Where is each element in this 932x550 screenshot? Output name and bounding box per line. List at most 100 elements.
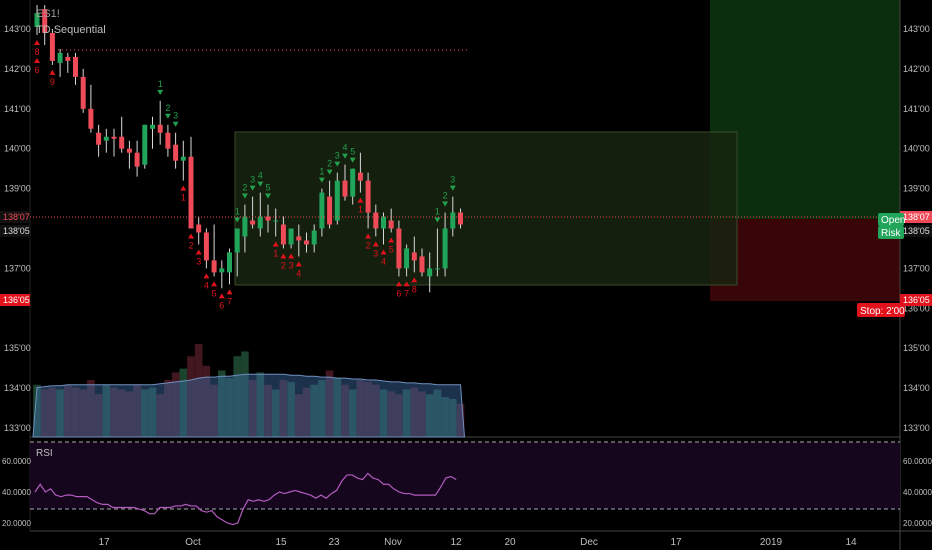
volume-bar — [271, 389, 280, 437]
time-axis[interactable]: 17 Oct 15 23 Nov 12 20 Dec 17 2019 14 — [98, 537, 857, 548]
candle-body — [304, 240, 309, 245]
td-setup-arrow — [442, 201, 449, 207]
td-setup-arrow — [342, 153, 348, 159]
td-count-label: 3 — [335, 151, 340, 161]
volume-bar — [133, 384, 141, 437]
td-setup-arrow — [272, 241, 279, 247]
candle-body — [257, 216, 263, 229]
volume-bar — [418, 391, 426, 437]
candle-body — [296, 236, 302, 241]
rsi-label: RSI — [36, 448, 53, 459]
candle-body — [288, 228, 294, 245]
volume-bar — [241, 351, 249, 437]
candle-body — [57, 52, 63, 63]
td-count-label: 2 — [281, 260, 286, 270]
price-tick-right: 135'00 — [903, 343, 930, 353]
time-tick-label: 17 — [670, 537, 682, 548]
candle-body — [242, 216, 248, 237]
left-last-price-text: 138'07 — [3, 212, 30, 222]
stop-tag[interactable] — [857, 303, 905, 317]
candle-body — [373, 212, 379, 229]
td-setup-arrow — [280, 253, 287, 259]
volume-bar — [402, 389, 411, 437]
time-tick-label: Dec — [580, 537, 598, 548]
volume-bar — [256, 372, 265, 437]
volume-bar — [148, 387, 157, 437]
candle-body — [34, 13, 40, 28]
loss-zone[interactable] — [710, 219, 900, 301]
td-setup-arrow — [411, 277, 418, 283]
rsi-left-tick: 60.0000 — [2, 457, 31, 466]
range-box[interactable] — [234, 131, 738, 286]
profit-zone[interactable] — [710, 0, 900, 219]
td-setup-arrow — [380, 249, 387, 255]
candle-body — [96, 132, 102, 145]
td-setup-arrow — [403, 281, 410, 287]
td-count-label: 4 — [204, 280, 209, 290]
td-count-label: 1 — [435, 207, 440, 217]
td-count-label: 3 — [289, 260, 294, 270]
volume-bar — [387, 391, 395, 437]
candle-body — [357, 172, 363, 181]
candle-body — [196, 224, 202, 233]
td-setup-arrow — [388, 237, 395, 243]
rsi-pane-background — [30, 442, 900, 509]
candle-body — [442, 228, 448, 269]
rsi-right-tick: 60.0000 — [903, 457, 932, 466]
td-setup-arrow — [157, 89, 164, 95]
price-tick-left: 135'00 — [4, 343, 31, 353]
td-setup-arrow — [226, 289, 233, 295]
time-tick-label: 20 — [504, 537, 516, 548]
td-count-label: 9 — [50, 77, 55, 87]
td-setup-arrow — [211, 281, 218, 287]
volume-bar — [156, 394, 164, 437]
left-prev-price-text: 138'05 — [3, 226, 30, 236]
volume-bar — [194, 343, 203, 437]
td-setup-arrow — [288, 253, 295, 259]
volume-bar — [395, 394, 403, 437]
volume-bar — [202, 365, 211, 437]
volume-bar — [248, 380, 257, 437]
volume-bar — [210, 384, 218, 437]
left-prev-price-tag — [0, 225, 30, 237]
risk-tag[interactable] — [878, 226, 904, 239]
td-count-label: 5 — [265, 183, 270, 193]
td-count-label: 1 — [319, 167, 324, 177]
volume-bar — [40, 389, 49, 437]
td-count-label: 3 — [196, 256, 201, 266]
candle-body — [350, 168, 356, 197]
td-count-label: 5 — [212, 288, 217, 298]
td-count-label: 7 — [227, 296, 232, 306]
volume-bar — [71, 387, 80, 437]
rsi-line — [34, 472, 457, 526]
candle-body — [234, 228, 240, 253]
candle-body — [396, 228, 402, 269]
volume-layer — [32, 343, 466, 438]
volume-bar — [279, 380, 288, 437]
price-tick-left: 137'00 — [4, 263, 31, 273]
td-count-label: 4 — [258, 171, 263, 181]
td-setup-arrow — [449, 185, 456, 191]
candle-body — [111, 136, 117, 139]
time-tick-label: 14 — [845, 537, 857, 548]
td-setup-arrow — [241, 193, 248, 199]
volume-bar — [117, 389, 126, 437]
td-setup-arrow — [318, 177, 325, 183]
td-count-label: 1 — [235, 207, 240, 217]
td-count-label: 5 — [389, 244, 394, 254]
td-count-label: 6 — [219, 300, 224, 310]
open-tag[interactable] — [878, 213, 904, 226]
td-count-label: 2 — [165, 103, 170, 113]
td-setup-arrow — [164, 113, 171, 119]
volume-bar — [295, 394, 303, 437]
td-count-label: 3 — [450, 175, 455, 185]
td-setup-arrow — [334, 161, 341, 167]
volume-bar — [87, 380, 95, 437]
candle-body — [280, 224, 286, 245]
volume-bar — [48, 387, 57, 437]
last-price-tag-text: 138'07 — [903, 212, 930, 222]
left-stop-price-tag — [0, 294, 30, 306]
td-count-label: 2 — [242, 183, 247, 193]
